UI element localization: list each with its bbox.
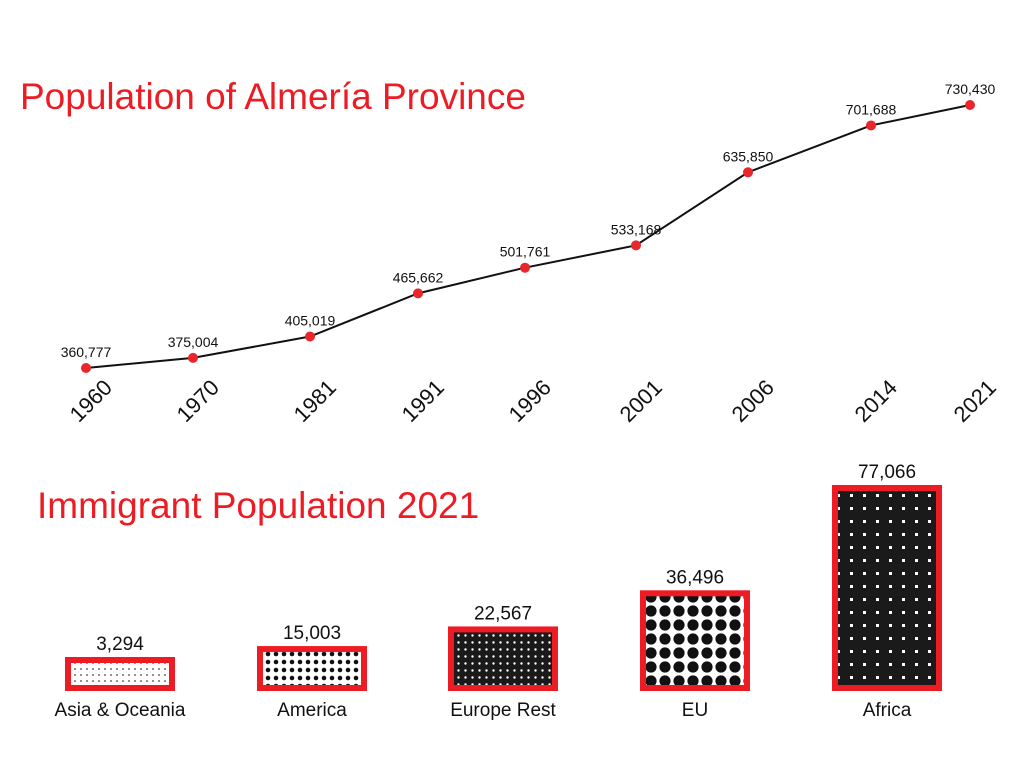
x-tick-label-2001: 2001 bbox=[615, 375, 667, 427]
line-chart-title: Population of Almería Province bbox=[20, 76, 526, 117]
bar-eu bbox=[640, 590, 750, 691]
bar-africa bbox=[832, 485, 942, 691]
bar-value-label: 36,496 bbox=[666, 567, 724, 588]
data-point-2001 bbox=[631, 240, 641, 251]
bar-value-label: 77,066 bbox=[858, 462, 916, 483]
bar-category-label: Asia & Oceania bbox=[55, 700, 186, 721]
bar-category-label: Europe Rest bbox=[450, 700, 556, 721]
data-label-2021: 730,430 bbox=[945, 81, 996, 97]
bar-chart-title: Immigrant Population 2021 bbox=[37, 485, 480, 526]
bar-chart: 3,294 Asia & Oceania 15,003 America 22,567 Eu… bbox=[55, 462, 942, 721]
x-tick-label-2014: 2014 bbox=[850, 375, 902, 427]
data-label-1960: 360,777 bbox=[61, 344, 112, 360]
data-label-1996: 501,761 bbox=[500, 244, 551, 260]
data-label-2001: 533,168 bbox=[611, 221, 662, 237]
bar-category-label: Africa bbox=[863, 700, 912, 721]
bar-america bbox=[257, 646, 367, 692]
data-point-1996 bbox=[520, 262, 530, 273]
data-point-1991 bbox=[413, 288, 423, 299]
data-point-1960 bbox=[81, 363, 91, 373]
data-point-2021 bbox=[965, 100, 975, 110]
line-chart: 360,777 1960 375,004 1970 405,019 1981 465,662… bbox=[61, 81, 1001, 427]
x-tick-label-1970: 1970 bbox=[172, 375, 224, 427]
bar-category-label: America bbox=[277, 700, 347, 721]
data-label-1991: 465,662 bbox=[393, 269, 444, 285]
data-label-1970: 375,004 bbox=[168, 334, 219, 350]
bar-value-label: 15,003 bbox=[283, 623, 341, 644]
data-label-2014: 701,688 bbox=[846, 101, 897, 117]
x-tick-label-1981: 1981 bbox=[289, 375, 341, 427]
x-tick-label-2021: 2021 bbox=[949, 375, 1001, 427]
bar-asia-oceania bbox=[65, 657, 175, 691]
x-tick-label-1996: 1996 bbox=[504, 375, 556, 427]
bar-europe-rest bbox=[448, 626, 558, 691]
series-line bbox=[85, 104, 971, 369]
x-tick-label-1991: 1991 bbox=[397, 375, 449, 427]
data-point-2006 bbox=[743, 167, 753, 178]
data-point-2014 bbox=[866, 120, 876, 131]
bar-value-label: 3,294 bbox=[96, 634, 144, 655]
data-point-1970 bbox=[188, 352, 198, 363]
bar-category-label: EU bbox=[682, 700, 708, 721]
x-tick-label-2006: 2006 bbox=[727, 375, 779, 427]
data-label-2006: 635,850 bbox=[723, 148, 774, 164]
data-point-1981 bbox=[305, 331, 315, 342]
x-tick-label-1960: 1960 bbox=[65, 375, 117, 427]
data-label-1981: 405,019 bbox=[285, 313, 336, 329]
bar-value-label: 22,567 bbox=[474, 603, 532, 624]
